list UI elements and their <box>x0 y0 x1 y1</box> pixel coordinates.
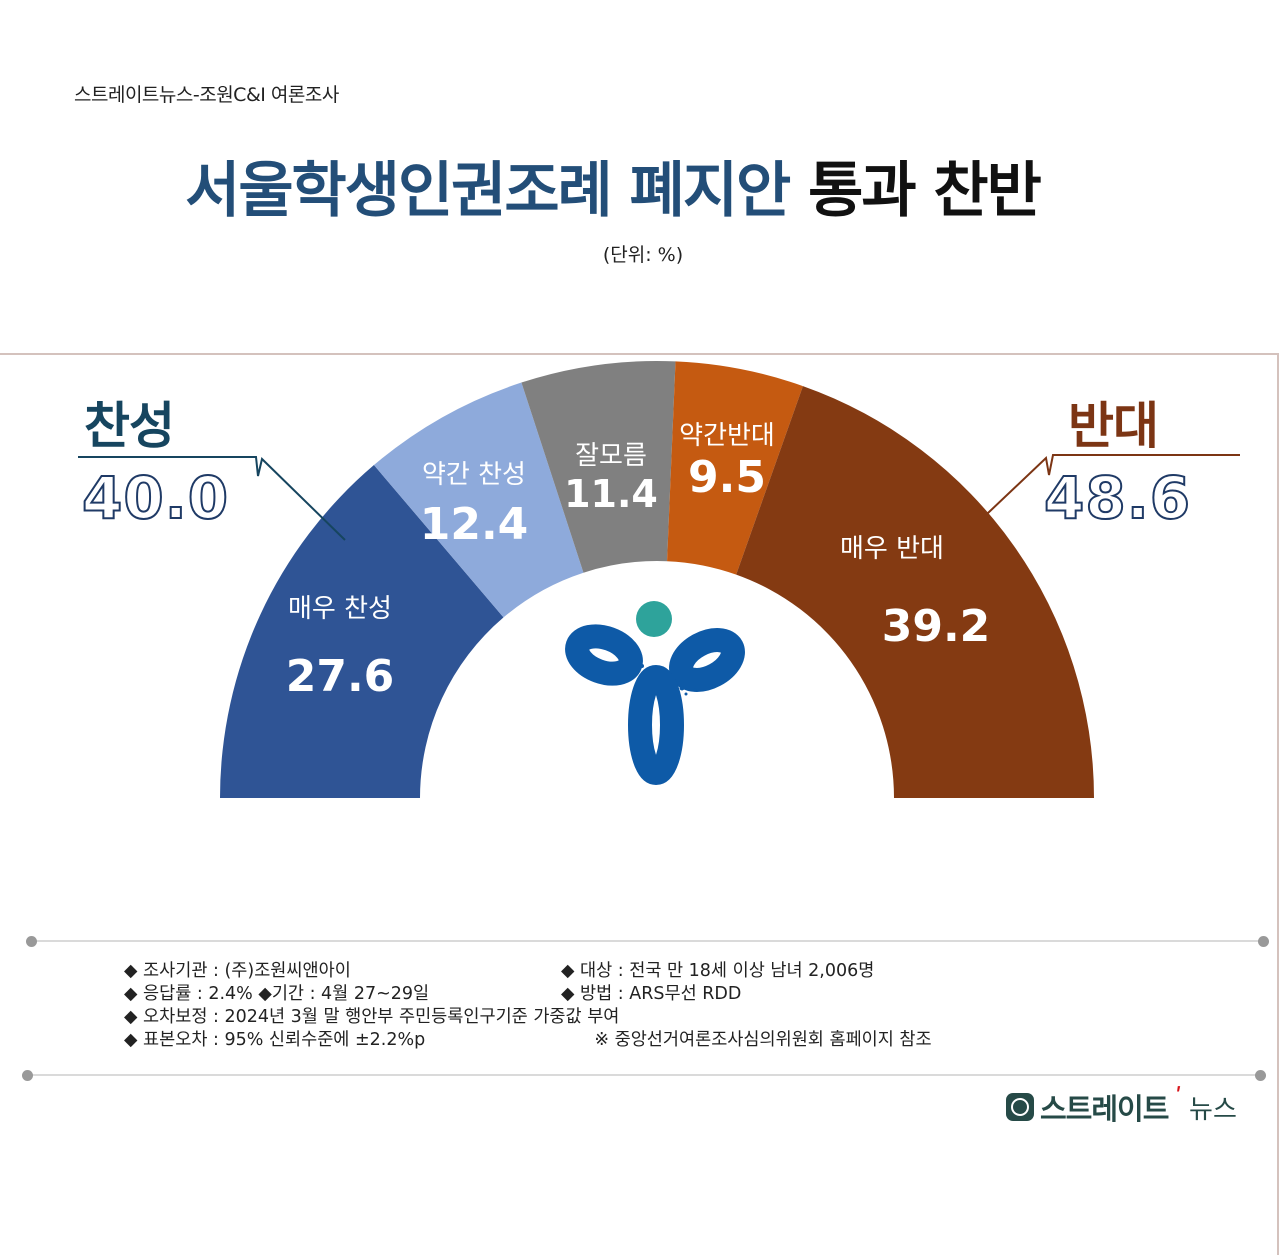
divider-dot <box>1255 1070 1266 1081</box>
con-callout-line <box>987 454 1240 514</box>
chart-segments <box>220 361 1094 798</box>
segment-label-very-con: 매우 반대 39.2 <box>794 528 991 652</box>
survey-notes: ◆ 조사기관 : (주)조원씨앤아이 ◆ 대상 : 전국 만 18세 이상 남녀… <box>124 960 932 1052</box>
brand-logo: 스트레이트 ʹ 뉴스 <box>1006 1084 1237 1128</box>
note-row: ◆ 표본오차 : 95% 신뢰수준에 ±2.2%p ※ 중앙선거여론조사심의위원… <box>124 1029 932 1052</box>
pro-group-label: 찬성 <box>84 397 175 455</box>
segment-label-somewhat-con: 약간반대 9.5 <box>679 415 775 503</box>
seoul-logo-icon <box>565 601 745 785</box>
footer-bottom-divider <box>32 1074 1264 1076</box>
brand-accent-icon: ʹ <box>1175 1084 1183 1110</box>
brand-name: 스트레이트 <box>1040 1092 1169 1126</box>
segment-name: 매우 찬성 <box>288 594 392 624</box>
segment-name: 잘모름 <box>575 441 647 471</box>
title-part-1: 서울학생인권조례 폐지안 <box>185 156 791 226</box>
segment-value: 9.5 <box>688 452 766 503</box>
segment-label-very-pro: 매우 찬성 27.6 <box>286 588 395 702</box>
brand-mark-icon <box>1006 1093 1034 1121</box>
divider-dot <box>26 936 37 947</box>
note-left: ◆ 응답률 : 2.4% ◆기간 : 4월 27~29일 <box>124 984 430 1004</box>
unit-label: (단위: %) <box>602 244 684 266</box>
chart-frame <box>0 353 1279 1255</box>
note-left: ◆ 표본오차 : 95% 신뢰수준에 ±2.2%p <box>124 1030 426 1050</box>
chart-segment <box>220 465 504 798</box>
segment-name: 약간반대 <box>679 421 775 451</box>
survey-source: 스트레이트뉴스-조원C&I 여론조사 <box>74 84 339 106</box>
con-group-label: 반대 <box>1068 397 1159 455</box>
note-left: ◆ 조사기관 : (주)조원씨앤아이 <box>124 961 351 981</box>
segment-name: 약간 찬성 <box>422 460 526 490</box>
note-right: ◆ 방법 : ARS무선 RDD <box>561 984 742 1004</box>
note-row: ◆ 조사기관 : (주)조원씨앤아이 ◆ 대상 : 전국 만 18세 이상 남녀… <box>124 960 874 983</box>
con-total-value: 48.6 <box>1043 463 1192 533</box>
chart-segment <box>736 386 1094 798</box>
segment-value: 11.4 <box>564 472 658 516</box>
semicircle-chart <box>78 361 1240 798</box>
segment-value: 39.2 <box>881 601 991 652</box>
note-right: ◆ 대상 : 전국 만 18세 이상 남녀 2,006명 <box>561 961 875 981</box>
note-row: ◆ 오차보정 : 2024년 3월 말 행안부 주민등록인구기준 가중값 부여 <box>124 1006 619 1029</box>
note-left: ◆ 오차보정 : 2024년 3월 말 행안부 주민등록인구기준 가중값 부여 <box>124 1007 620 1027</box>
chart-segment <box>521 361 676 573</box>
divider-dot <box>1258 936 1269 947</box>
note-row: ◆ 응답률 : 2.4% ◆기간 : 4월 27~29일 ◆ 방법 : ARS무… <box>124 983 741 1006</box>
chart-segment <box>667 361 803 575</box>
segment-name: 매우 반대 <box>840 534 944 564</box>
segment-label-somewhat-pro: 약간 찬성 12.4 <box>420 454 529 550</box>
segment-value: 27.6 <box>285 651 395 702</box>
divider-dot <box>22 1070 33 1081</box>
pro-callout-line <box>78 456 346 541</box>
brand-sub: 뉴스 <box>1189 1094 1237 1125</box>
page-title: 서울학생인권조례 폐지안 통과 찬반 <box>0 142 1225 229</box>
segment-label-dont-know: 잘모름 11.4 <box>564 435 658 516</box>
footer-top-divider <box>32 940 1264 942</box>
chart-segment <box>373 382 584 618</box>
title-part-2: 통과 찬반 <box>808 156 1042 226</box>
note-right: ※ 중앙선거여론조사심의위원회 홈페이지 참조 <box>561 1030 932 1050</box>
segment-value: 12.4 <box>419 499 529 550</box>
pro-total-value: 40.0 <box>81 463 230 533</box>
